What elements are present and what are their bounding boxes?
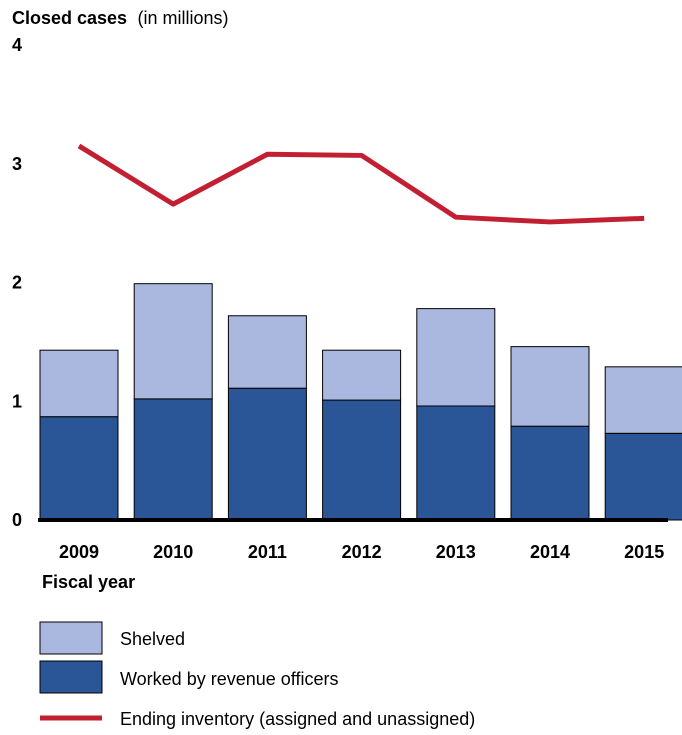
- legend-label-inventory: Ending inventory (assigned and unassigne…: [120, 709, 475, 729]
- x-tick-label: 2015: [624, 542, 664, 562]
- x-axis-ticks: 2009 2010 2011 2012 2013 2014 2015: [59, 542, 664, 562]
- bar-shelved-segment: [39, 349, 119, 418]
- legend-label-shelved: Shelved: [120, 629, 185, 649]
- x-axis-label: Fiscal year: [42, 572, 135, 592]
- y-tick-label: 1: [12, 391, 22, 411]
- y-tick-label: 2: [12, 273, 22, 293]
- x-tick-label: 2010: [153, 542, 193, 562]
- bar-worked-segment: [510, 425, 590, 521]
- line-layer: [77, 143, 645, 225]
- x-tick-label: 2011: [248, 542, 287, 562]
- chart-title-suffix: (in millions): [138, 8, 229, 28]
- chart-title: Closed cases (in millions): [12, 8, 229, 28]
- x-tick-label: 2014: [530, 542, 570, 562]
- y-axis-ticks: 0 1 2 3 4: [12, 35, 22, 530]
- legend-swatch-worked: [39, 660, 103, 694]
- bar-shelved-segment: [227, 315, 307, 389]
- legend-swatch-shelved: [39, 621, 103, 655]
- bar-worked-segment: [322, 399, 402, 521]
- bar-shelved-segment: [322, 349, 402, 401]
- bar-shelved-segment: [510, 346, 590, 427]
- inventory-line: [77, 143, 645, 225]
- bars-group: [39, 283, 682, 521]
- x-tick-label: 2013: [436, 542, 476, 562]
- bar-worked-segment: [227, 387, 307, 521]
- y-tick-label: 3: [12, 154, 22, 174]
- bar-worked-segment: [39, 416, 119, 521]
- y-tick-label: 0: [12, 510, 22, 530]
- bar-worked-segment: [604, 432, 682, 521]
- bar-shelved-segment: [416, 308, 496, 407]
- legend-label-worked: Worked by revenue officers: [120, 669, 338, 689]
- y-tick-label: 4: [12, 35, 22, 55]
- x-tick-label: 2009: [59, 542, 99, 562]
- bar-worked-segment: [416, 405, 496, 521]
- legend: Shelved Worked by revenue officers Endin…: [39, 621, 475, 729]
- x-tick-label: 2012: [342, 542, 382, 562]
- bar-shelved-segment: [604, 366, 682, 434]
- bar-shelved-segment: [133, 283, 213, 400]
- chart-title-main: Closed cases: [12, 8, 127, 28]
- bar-worked-segment: [133, 398, 213, 521]
